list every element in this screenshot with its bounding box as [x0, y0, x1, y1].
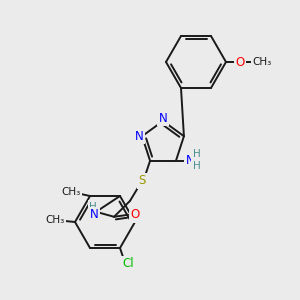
Text: N: N — [159, 112, 167, 124]
Text: N: N — [90, 208, 98, 221]
Text: CH₃: CH₃ — [45, 215, 64, 225]
Text: O: O — [130, 208, 140, 221]
Text: N: N — [186, 154, 194, 167]
Text: H: H — [89, 202, 97, 212]
Text: CH₃: CH₃ — [252, 57, 272, 67]
Text: CH₃: CH₃ — [61, 187, 81, 197]
Text: H: H — [193, 161, 201, 171]
Text: H: H — [193, 149, 201, 159]
Text: O: O — [236, 56, 244, 68]
Text: S: S — [138, 174, 146, 187]
Text: N: N — [135, 130, 143, 143]
Text: Cl: Cl — [122, 257, 134, 271]
